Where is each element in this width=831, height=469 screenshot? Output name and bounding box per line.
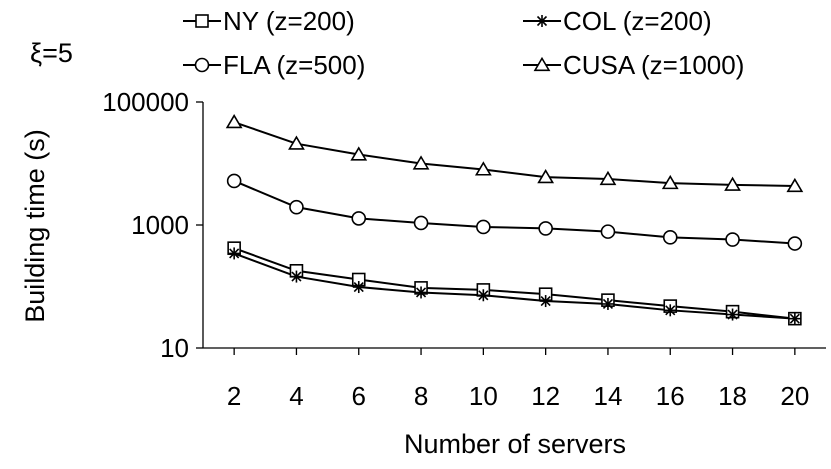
point-circle — [351, 211, 367, 226]
legend-label: COL (z=200) — [563, 6, 712, 36]
legend: NY (z=200) COL (z=200) FLA (z=500) CUSA (z=… — [183, 6, 744, 80]
x-axis-label: Number of servers — [404, 429, 626, 459]
point-triangle — [288, 135, 305, 150]
point-triangle — [661, 174, 679, 190]
point-triangle — [599, 170, 617, 186]
point-circle — [787, 236, 803, 251]
legend-entry: NY (z=200) — [183, 6, 355, 36]
xi-annotation: ξ=5 — [30, 38, 73, 68]
legend-label: NY (z=200) — [223, 6, 355, 36]
legend-entry: COL (z=200) — [523, 6, 712, 36]
legend-marker-star — [536, 15, 548, 27]
series-line-circle — [233, 180, 795, 245]
legend-marker-square — [195, 14, 209, 28]
x-ticks: 2 4 6 8 10 12 14 16 18 20 — [227, 348, 809, 411]
series-lines — [233, 121, 795, 320]
point-triangle — [474, 161, 492, 176]
point-triangle — [786, 177, 804, 193]
point-triangle — [724, 176, 741, 191]
point-circle — [538, 221, 553, 236]
point-circle — [662, 230, 678, 245]
y-tick-label: 10 — [160, 333, 189, 363]
x-tick-label: 20 — [780, 381, 809, 411]
point-star — [601, 297, 614, 310]
legend-marker-triangle — [533, 56, 551, 72]
y-axis-label: Building time (s) — [20, 129, 50, 323]
series-line-triangle — [233, 121, 795, 188]
legend-entry: FLA (z=500) — [183, 50, 365, 80]
point-circle — [600, 224, 616, 239]
point-star — [664, 304, 677, 317]
point-circle — [289, 199, 304, 215]
point-star — [352, 281, 365, 294]
point-triangle — [412, 155, 430, 170]
legend-label: CUSA (z=1000) — [563, 50, 744, 80]
series-line-star — [233, 252, 795, 320]
x-tick-label: 18 — [718, 381, 747, 411]
legend-marker-circle — [194, 57, 210, 73]
point-star — [415, 286, 428, 299]
x-tick-label: 4 — [289, 381, 303, 411]
legend-label: FLA (z=500) — [223, 50, 365, 80]
x-tick-label: 2 — [227, 381, 241, 411]
point-circle — [725, 232, 740, 247]
x-tick-label: 6 — [352, 381, 366, 411]
x-tick-label: 8 — [414, 381, 428, 411]
point-star — [228, 247, 241, 260]
point-star — [290, 270, 303, 283]
y-tick-label: 1000 — [131, 210, 189, 240]
point-triangle — [537, 168, 555, 184]
x-tick-label: 14 — [593, 381, 622, 411]
x-tick-label: 10 — [469, 381, 498, 411]
point-triangle — [350, 146, 368, 161]
point-star — [539, 295, 552, 308]
point-circle — [226, 173, 242, 189]
point-triangle — [225, 113, 243, 129]
point-star — [477, 289, 490, 302]
point-star — [726, 308, 739, 321]
y-tick-label: 100000 — [102, 87, 189, 117]
point-circle — [476, 219, 491, 235]
point-circle — [413, 215, 429, 231]
point-star — [788, 312, 801, 325]
series-line-square — [233, 247, 795, 320]
x-tick-label: 16 — [656, 381, 685, 411]
x-tick-label: 12 — [531, 381, 560, 411]
legend-entry: CUSA (z=1000) — [523, 50, 744, 80]
y-ticks: 10 1000 100000 — [102, 87, 203, 363]
markers — [225, 113, 804, 326]
